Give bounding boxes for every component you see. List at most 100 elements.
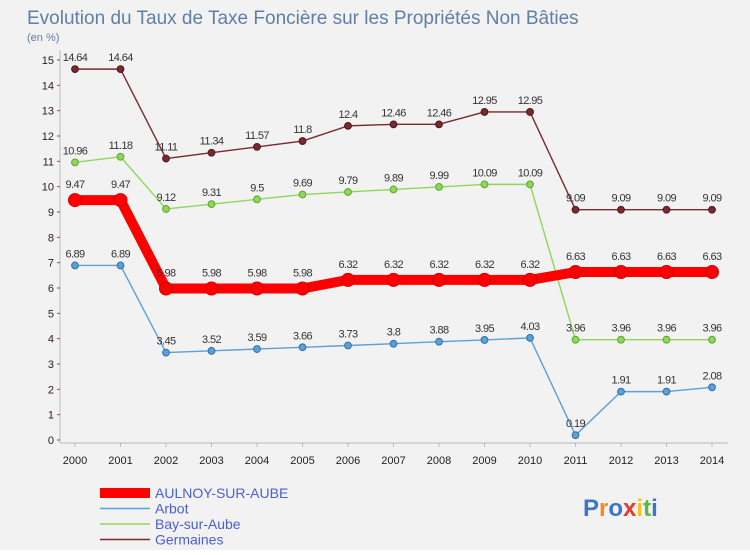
data-label-germaines: 14.64 (108, 52, 133, 64)
data-label-germaines: 12.95 (472, 95, 497, 107)
data-label-arbot: 3.52 (202, 334, 221, 346)
data-point-bay-sur-aube (662, 335, 671, 344)
data-label-arbot: 4.03 (520, 321, 539, 333)
x-tick-label: 2014 (700, 455, 724, 467)
x-tick-label: 2000 (63, 455, 87, 467)
y-tick-label: 9 (48, 207, 54, 219)
data-point-aulnoy-sur-aube (432, 272, 446, 287)
data-point-aulnoy-sur-aube (68, 193, 82, 208)
data-point-aulnoy-sur-aube (386, 272, 401, 287)
data-label-bay-sur-aube: 3.96 (657, 323, 676, 335)
x-tick-label: 2001 (108, 455, 132, 467)
x-tick-label: 2013 (654, 455, 678, 467)
data-point-aulnoy-sur-aube (568, 265, 583, 280)
data-point-germaines (116, 65, 125, 74)
data-point-bay-sur-aube (298, 190, 307, 199)
y-tick-label: 5 (48, 308, 54, 320)
data-labels-group: 14.64 14.64 11.11 11.34 11.57 11.8 12.4 12.46 12… (63, 52, 723, 430)
data-point-aulnoy-sur-aube (295, 281, 310, 296)
y-tick-label: 6 (48, 283, 54, 295)
proxiti-logo: Proxiti (583, 495, 658, 522)
data-point-germaines (389, 120, 398, 129)
data-label-aulnoy-sur-aube: 5.98 (293, 268, 312, 280)
data-point-arbot (344, 341, 352, 350)
legend-label-germaines: Germaines (155, 532, 223, 548)
data-point-arbot (617, 387, 625, 396)
y-tick-label: 4 (48, 334, 54, 346)
data-point-germaines (480, 108, 489, 116)
data-point-arbot (662, 387, 671, 396)
data-label-bay-sur-aube: 9.99 (429, 170, 448, 182)
x-tick-label: 2005 (290, 455, 314, 467)
data-point-arbot (435, 337, 443, 346)
y-tick-label: 1 (48, 410, 54, 422)
data-label-aulnoy-sur-aube: 6.32 (520, 259, 539, 271)
data-label-arbot: 0.19 (566, 418, 585, 430)
y-tick-label: 11 (43, 156, 54, 168)
x-tick-label: 2008 (427, 455, 451, 467)
y-tick-label: 14 (42, 80, 54, 92)
data-point-bay-sur-aube (526, 180, 534, 189)
data-point-germaines (571, 205, 580, 214)
y-tick-label: 12 (42, 131, 54, 143)
legend-label-arbot: Arbot (155, 501, 189, 517)
x-tick-label: 2006 (336, 455, 360, 467)
data-point-arbot (298, 343, 307, 352)
data-label-aulnoy-sur-aube: 6.63 (657, 251, 676, 263)
y-tick-label: 15 (42, 55, 54, 67)
data-point-germaines (662, 205, 671, 214)
data-label-arbot: 1.91 (657, 375, 676, 387)
y-tick-label: 0 (48, 435, 54, 447)
data-label-germaines: 11.57 (245, 130, 269, 142)
data-label-bay-sur-aube: 10.96 (63, 145, 88, 157)
data-label-bay-sur-aube: 9.89 (384, 172, 403, 184)
logo-letter: o (608, 495, 623, 522)
legend: AULNOY-SUR-AUBEArbotBay-sur-AubeGermaine… (100, 485, 288, 548)
data-point-aulnoy-sur-aube (113, 193, 128, 208)
legend-label-aulnoy-sur-aube: AULNOY-SUR-AUBE (155, 485, 288, 501)
data-label-germaines: 9.09 (566, 193, 585, 205)
data-label-bay-sur-aube: 3.96 (611, 323, 630, 335)
x-tick-label: 2004 (245, 455, 269, 467)
data-point-aulnoy-sur-aube (477, 272, 492, 287)
data-point-bay-sur-aube (571, 335, 580, 344)
data-label-bay-sur-aube: 9.31 (202, 187, 221, 199)
data-label-arbot: 3.88 (429, 325, 448, 337)
x-tick-label: 2009 (472, 455, 496, 467)
chart-unit-label: (en %) (27, 32, 59, 44)
series-group (68, 65, 719, 440)
data-label-bay-sur-aube: 9.5 (250, 182, 264, 194)
y-tick-label: 2 (48, 384, 54, 396)
data-point-bay-sur-aube (389, 185, 398, 194)
data-label-aulnoy-sur-aube: 9.47 (65, 179, 84, 191)
data-label-arbot: 2.08 (702, 370, 721, 382)
data-label-aulnoy-sur-aube: 6.32 (384, 259, 403, 271)
x-tick-label: 2011 (564, 455, 588, 467)
data-label-arbot: 3.66 (293, 330, 312, 342)
data-point-arbot (480, 336, 489, 344)
data-point-germaines (435, 120, 443, 129)
legend-label-bay-sur-aube: Bay-sur-Aube (155, 516, 241, 532)
data-label-aulnoy-sur-aube: 9.47 (111, 179, 130, 191)
logo-letter: i (651, 495, 658, 522)
data-point-bay-sur-aube (435, 183, 443, 191)
x-tick-label: 2010 (518, 455, 542, 467)
data-label-germaines: 12.46 (427, 107, 452, 119)
data-point-bay-sur-aube (253, 195, 261, 204)
data-label-germaines: 14.64 (63, 52, 88, 64)
data-point-bay-sur-aube (116, 152, 125, 161)
data-label-aulnoy-sur-aube: 5.98 (156, 268, 175, 280)
data-point-arbot (71, 261, 79, 270)
data-label-aulnoy-sur-aube: 6.32 (475, 259, 494, 271)
data-label-bay-sur-aube: 3.96 (566, 323, 585, 335)
data-point-germaines (162, 154, 170, 163)
data-label-arbot: 3.59 (247, 332, 266, 344)
y-tick-label: 3 (48, 359, 54, 371)
data-point-germaines (298, 137, 307, 145)
data-point-germaines (207, 148, 216, 157)
data-point-aulnoy-sur-aube (614, 265, 628, 280)
data-label-germaines: 9.09 (657, 193, 676, 205)
data-point-arbot (526, 334, 534, 342)
